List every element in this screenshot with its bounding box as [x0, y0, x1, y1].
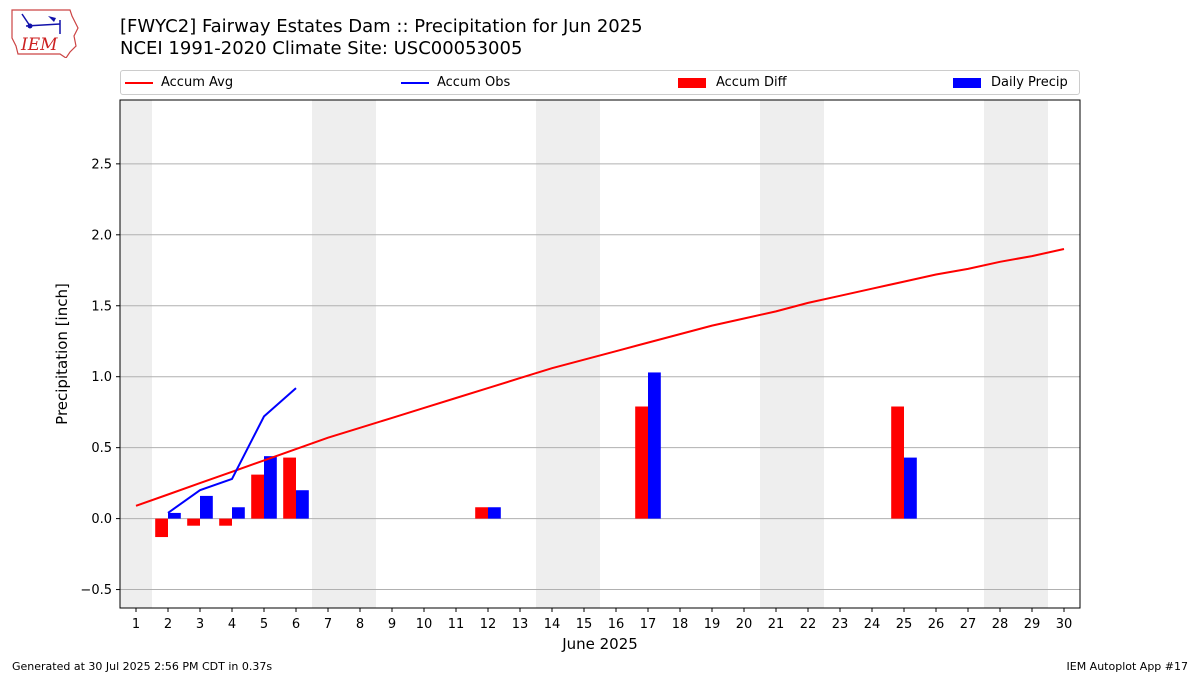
accum-diff-bar — [187, 518, 200, 526]
accum-diff-bar — [155, 518, 168, 538]
legend-item-daily-precip: Daily Precip — [953, 75, 1068, 90]
legend-swatch — [401, 81, 429, 84]
x-tick-label: 24 — [864, 617, 881, 632]
daily-precip-bar — [232, 507, 245, 519]
chart-title: [FWYC2] Fairway Estates Dam :: Precipita… — [120, 16, 643, 60]
accum-diff-bar — [219, 518, 232, 526]
x-tick-label: 26 — [928, 617, 945, 632]
y-tick-label: 0.0 — [91, 512, 112, 527]
daily-precip-bar — [264, 456, 277, 519]
weekend-shade — [312, 100, 376, 608]
legend-item-accum-avg: Accum Avg — [125, 75, 233, 90]
logo-text: IEM — [20, 35, 58, 55]
accum-avg-line — [135, 248, 1065, 507]
daily-precip-bar — [904, 457, 917, 519]
weekend-shade — [984, 100, 1048, 608]
x-tick-label: 7 — [324, 617, 332, 632]
weekend-shade — [760, 100, 824, 608]
daily-precip-bar — [488, 507, 501, 519]
x-tick-label: 22 — [800, 617, 817, 632]
accum-diff-bar — [475, 507, 488, 519]
x-tick-label: 5 — [260, 617, 268, 632]
x-tick-label: 10 — [416, 617, 433, 632]
accum-diff-bar — [251, 474, 264, 519]
y-tick-label: 2.5 — [91, 157, 112, 172]
x-tick-label: 2 — [164, 617, 172, 632]
legend-item-accum-obs: Accum Obs — [401, 75, 510, 90]
daily-precip-bar — [168, 512, 181, 519]
x-tick-label: 12 — [480, 617, 497, 632]
x-tick-label: 14 — [544, 617, 561, 632]
y-tick-label: 2.0 — [91, 228, 112, 243]
legend-label: Accum Diff — [716, 75, 787, 90]
footer-generated: Generated at 30 Jul 2025 2:56 PM CDT in … — [12, 660, 273, 673]
x-tick-label: 20 — [736, 617, 753, 632]
x-tick-label: 6 — [292, 617, 300, 632]
x-tick-label: 18 — [672, 617, 689, 632]
x-tick-label: 8 — [356, 617, 364, 632]
legend-swatch — [953, 77, 981, 88]
daily-precip-bar — [200, 495, 213, 519]
x-tick-label: 29 — [1024, 617, 1041, 632]
daily-precip-bar — [648, 372, 661, 519]
y-tick-label: 1.5 — [91, 299, 112, 314]
x-tick-label: 25 — [896, 617, 913, 632]
x-tick-label: 21 — [768, 617, 785, 632]
x-tick-label: 3 — [196, 617, 204, 632]
legend-label: Accum Avg — [161, 75, 234, 90]
weekend-shade — [536, 100, 600, 608]
y-tick-label: 1.0 — [91, 370, 112, 385]
y-tick-label: −0.5 — [80, 583, 112, 598]
legend-swatch — [678, 77, 706, 88]
title-line-1: [FWYC2] Fairway Estates Dam :: Precipita… — [120, 16, 643, 37]
x-tick-label: 27 — [960, 617, 977, 632]
x-tick-label: 1 — [132, 617, 140, 632]
legend-label: Daily Precip — [991, 75, 1068, 90]
legend-item-accum-diff: Accum Diff — [678, 75, 787, 90]
x-tick-label: 15 — [576, 617, 593, 632]
x-tick-label: 4 — [228, 617, 236, 632]
accum-diff-bar — [283, 457, 296, 519]
x-tick-label: 11 — [448, 617, 465, 632]
title-line-2: NCEI 1991-2020 Climate Site: USC00053005 — [120, 38, 523, 59]
x-tick-label: 28 — [992, 617, 1009, 632]
y-axis-label: Precipitation [inch] — [53, 283, 71, 425]
legend-swatch — [125, 81, 153, 84]
accum-obs-line — [167, 387, 297, 514]
x-tick-label: 16 — [608, 617, 625, 632]
iem-logo: IEM — [11, 9, 79, 58]
legend-label: Accum Obs — [437, 75, 511, 90]
x-tick-label: 9 — [388, 617, 396, 632]
x-tick-label: 30 — [1056, 617, 1073, 632]
legend: Accum Avg Accum Obs Accum Diff Daily Pre… — [120, 70, 1080, 95]
footer-app: IEM Autoplot App #17 — [1066, 660, 1189, 673]
x-axis-label: June 2025 — [562, 635, 638, 653]
daily-precip-bar — [296, 490, 309, 519]
y-tick-label: 0.5 — [91, 441, 112, 456]
accum-diff-bar — [635, 406, 648, 519]
x-tick-label: 17 — [640, 617, 657, 632]
accum-diff-bar — [891, 406, 904, 519]
plot-frame — [119, 99, 1081, 609]
x-tick-label: 13 — [512, 617, 529, 632]
x-tick-label: 23 — [832, 617, 849, 632]
weekend-shade — [120, 100, 152, 608]
x-tick-label: 19 — [704, 617, 721, 632]
